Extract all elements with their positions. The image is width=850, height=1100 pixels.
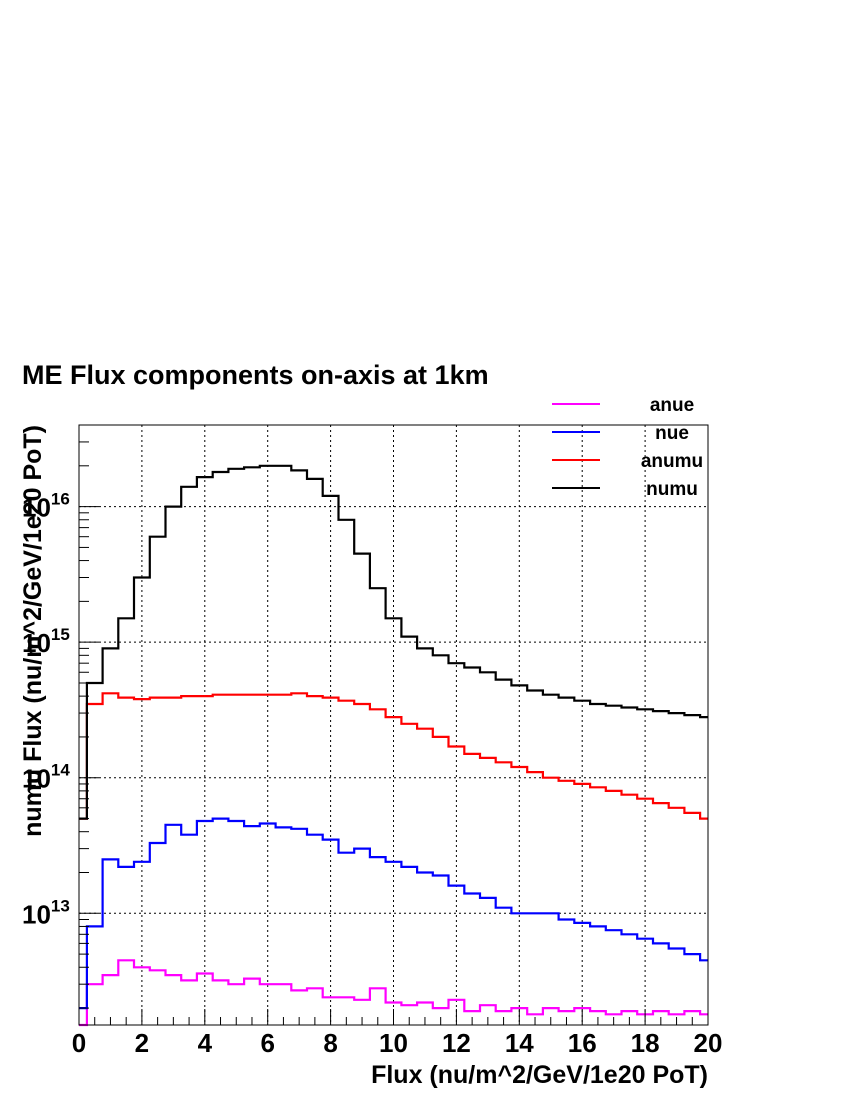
y-tick-label: 1014: [22, 761, 70, 794]
y-tick-labels: 1013 1014 1015 1016: [22, 490, 70, 930]
y-axis-label: numu Flux (nu/m^2/GeV/1e20 PoT): [19, 425, 47, 837]
x-tick-label: 16: [568, 1028, 597, 1058]
x-tick-label: 4: [198, 1028, 213, 1058]
x-tick-label: 2: [135, 1028, 149, 1058]
x-tick-label: 14: [505, 1028, 534, 1058]
legend-label-anumu: anumu: [641, 451, 703, 472]
series-numu-line: [79, 464, 708, 820]
x-axis-label: Flux (nu/m^2/GeV/1e20 PoT): [371, 1061, 708, 1089]
y-tick-label: 1015: [22, 625, 70, 658]
x-tick-label: 0: [72, 1028, 86, 1058]
legend: anue nue anumu numu: [552, 395, 703, 500]
legend-label-anue: anue: [650, 395, 694, 416]
legend-label-nue: nue: [655, 423, 689, 444]
series-nue-line: [79, 817, 708, 1010]
x-tick-label: 8: [323, 1028, 337, 1058]
ticks: [78, 424, 709, 1025]
x-tick-label: 20: [694, 1028, 723, 1058]
chart-title: ME Flux components on-axis at 1km: [22, 360, 489, 390]
x-tick-labels: 0 2 4 6 8 10 12 14 16 18 20: [72, 1028, 723, 1058]
series-anue-line: [79, 959, 708, 1027]
series-anumu-line: [79, 692, 708, 820]
y-tick-label: 1016: [22, 490, 70, 523]
x-tick-label: 12: [442, 1028, 471, 1058]
x-tick-label: 10: [379, 1028, 408, 1058]
series-layer: [79, 464, 708, 1027]
y-tick-label: 1013: [22, 896, 70, 929]
x-tick-label: 6: [260, 1028, 274, 1058]
legend-label-numu: numu: [646, 479, 698, 500]
x-tick-label: 18: [631, 1028, 660, 1058]
grid: [79, 425, 708, 1025]
